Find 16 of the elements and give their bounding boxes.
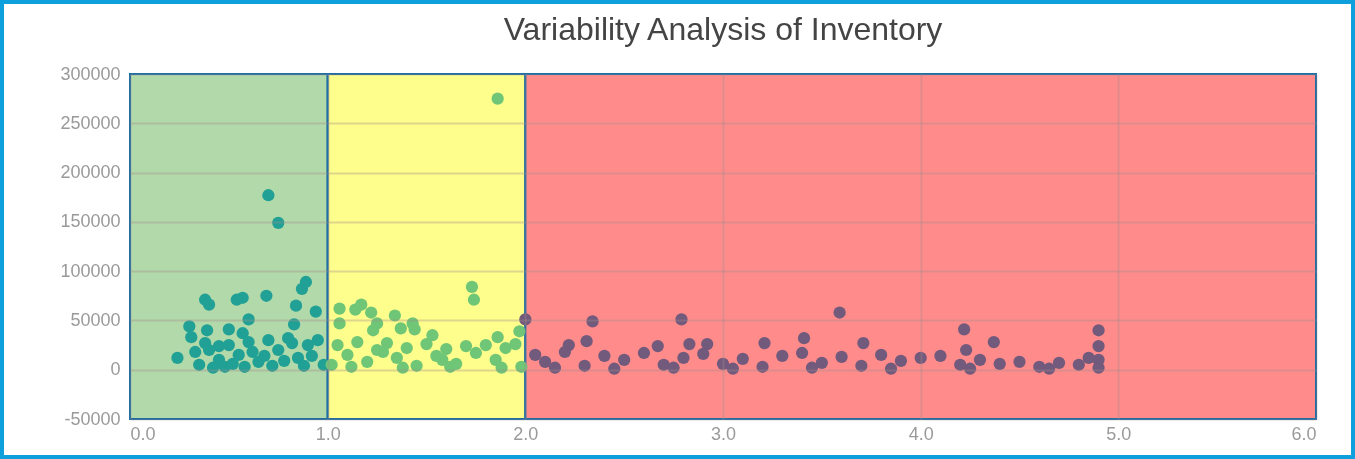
x-tick-label: 4.0 bbox=[908, 423, 934, 444]
y-tick-label: -50000 bbox=[64, 408, 121, 429]
y-tick-label: 300000 bbox=[60, 63, 121, 84]
y-tick-label: 100000 bbox=[60, 260, 121, 281]
x-tick-label: 1.0 bbox=[315, 423, 341, 444]
x-tick-label: 0.0 bbox=[130, 423, 156, 444]
x-tick-label: 3.0 bbox=[710, 423, 737, 444]
y-tick-label: 200000 bbox=[60, 162, 121, 183]
x-tick-label: 5.0 bbox=[1106, 423, 1132, 444]
y-tick-label: 250000 bbox=[60, 112, 121, 133]
x-tick-label: 2.0 bbox=[513, 423, 539, 444]
y-tick-label: 0 bbox=[110, 359, 121, 380]
chart-title: Variability Analysis of Inventory bbox=[503, 11, 943, 47]
x-tick-label: 6.0 bbox=[1291, 423, 1317, 444]
y-tick-label: 50000 bbox=[70, 309, 121, 330]
y-tick-label: 150000 bbox=[60, 211, 121, 232]
